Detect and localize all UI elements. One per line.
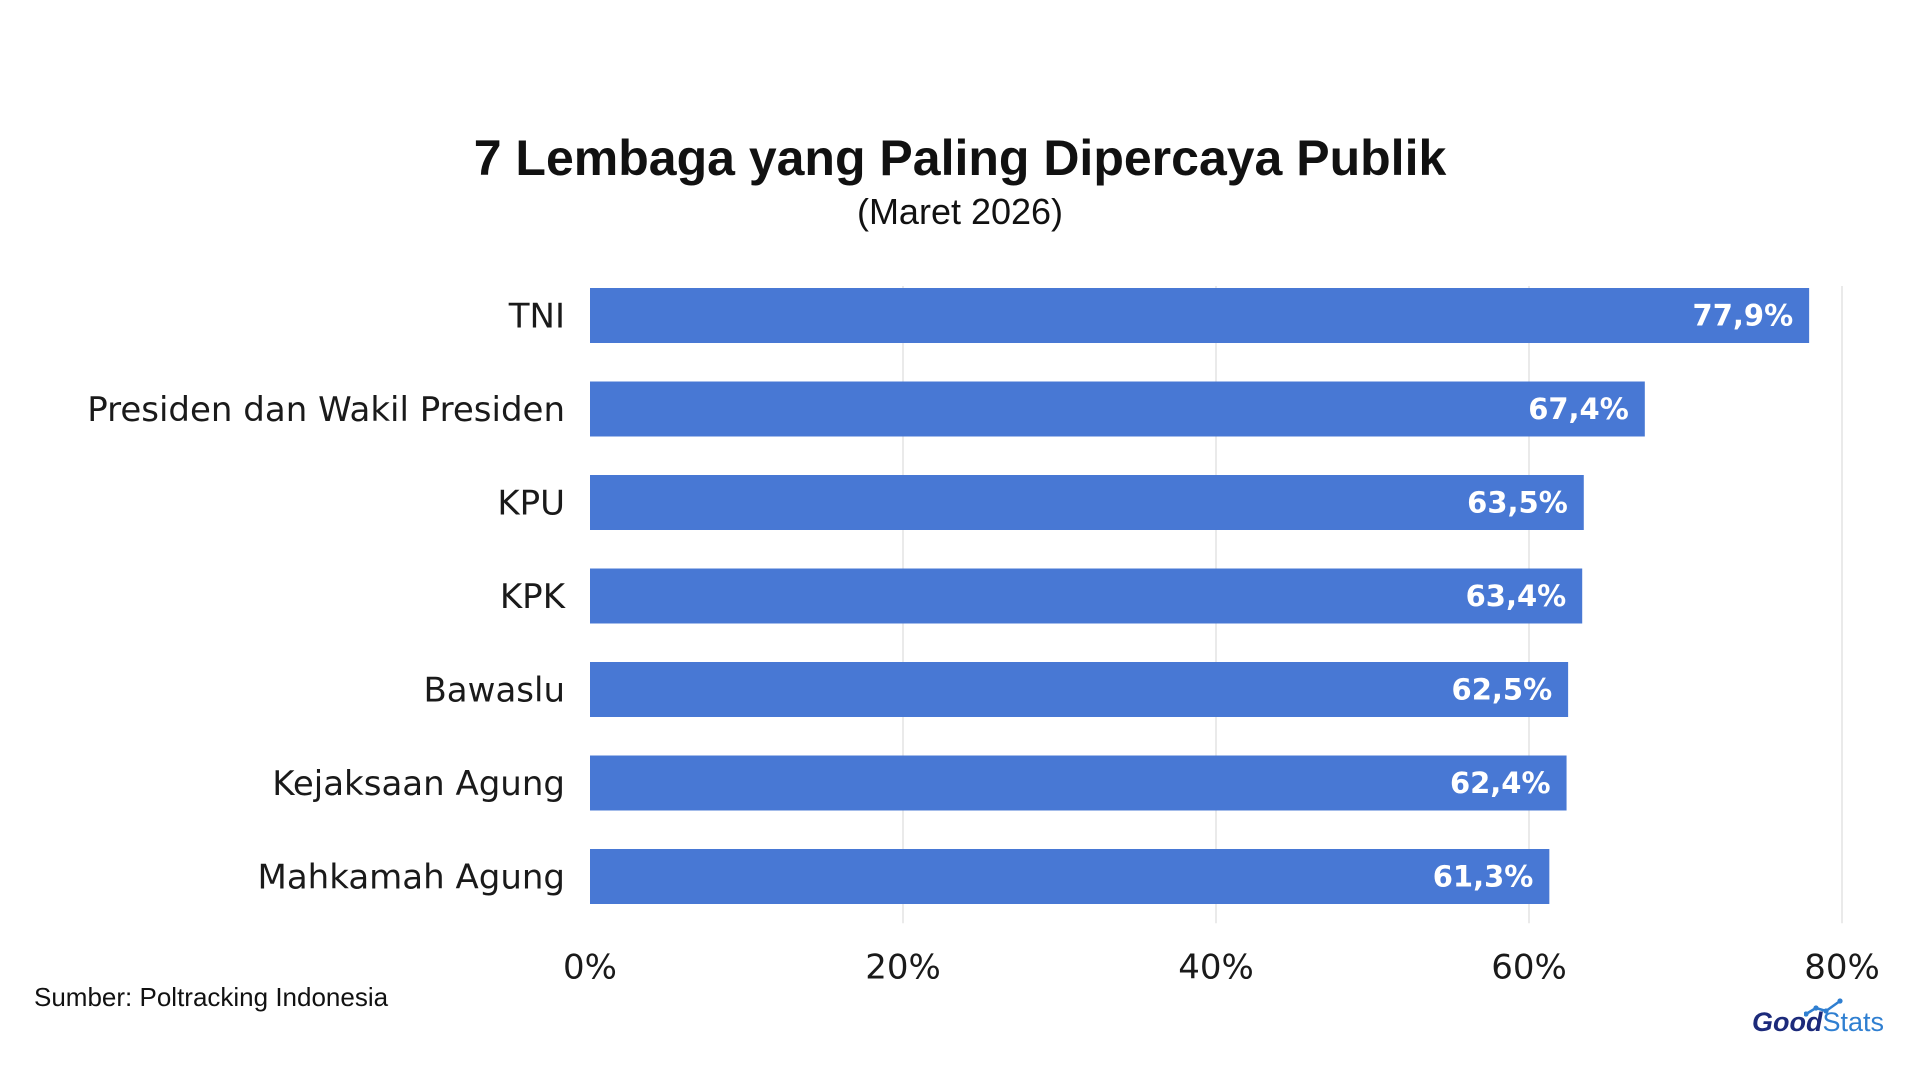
trend-line-icon [1804,998,1843,1017]
x-tick-label: 0% [563,947,617,987]
data-label: 62,4% [1450,766,1551,800]
bar [590,568,1583,624]
x-tick-label: 40% [1178,947,1254,987]
goodstats-logo: GoodStats [1752,998,1892,1046]
data-label: 67,4% [1528,392,1629,426]
bar [590,755,1567,811]
chart-subtitle: (Maret 2026) [856,191,1064,232]
category-label: Presiden dan Wakil Presiden [87,390,565,430]
category-label: Kejaksaan Agung [272,764,565,804]
data-label: 62,5% [1452,673,1553,707]
bar [590,288,1810,343]
bar [590,662,1569,717]
logo-text-stats: Stats [1822,1007,1885,1037]
data-label: 77,9% [1693,299,1794,333]
category-label: Bawaslu [423,671,565,711]
data-label: 61,3% [1433,860,1534,894]
x-tick-label: 20% [865,947,941,987]
category-label: Mahkamah Agung [258,858,565,898]
x-tick-label: 80% [1804,947,1880,987]
source-note: Sumber: Poltracking Indonesia [34,982,389,1012]
category-label: TNI [508,297,565,337]
x-tick-label: 60% [1491,947,1567,987]
category-label: KPK [500,577,567,617]
data-label: 63,5% [1467,486,1568,520]
bar [590,475,1584,530]
bar [590,849,1550,904]
bar [590,381,1645,437]
chart-title: 7 Lembaga yang Paling Dipercaya Publik [473,130,1447,186]
data-label: 63,4% [1466,579,1567,613]
category-label: KPU [497,484,565,524]
